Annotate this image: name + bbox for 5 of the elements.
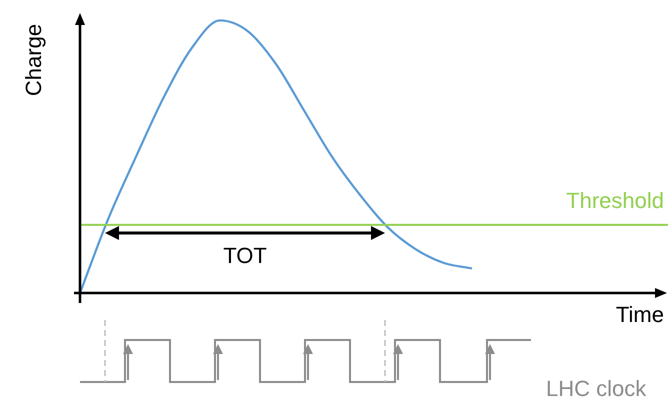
y-axis-title: Charge [21,24,46,96]
annotation: TOT [223,243,267,268]
x-axis-title: Time [616,302,664,328]
text: LHC clock [546,376,648,402]
ref-line-label: Threshold [566,188,664,213]
